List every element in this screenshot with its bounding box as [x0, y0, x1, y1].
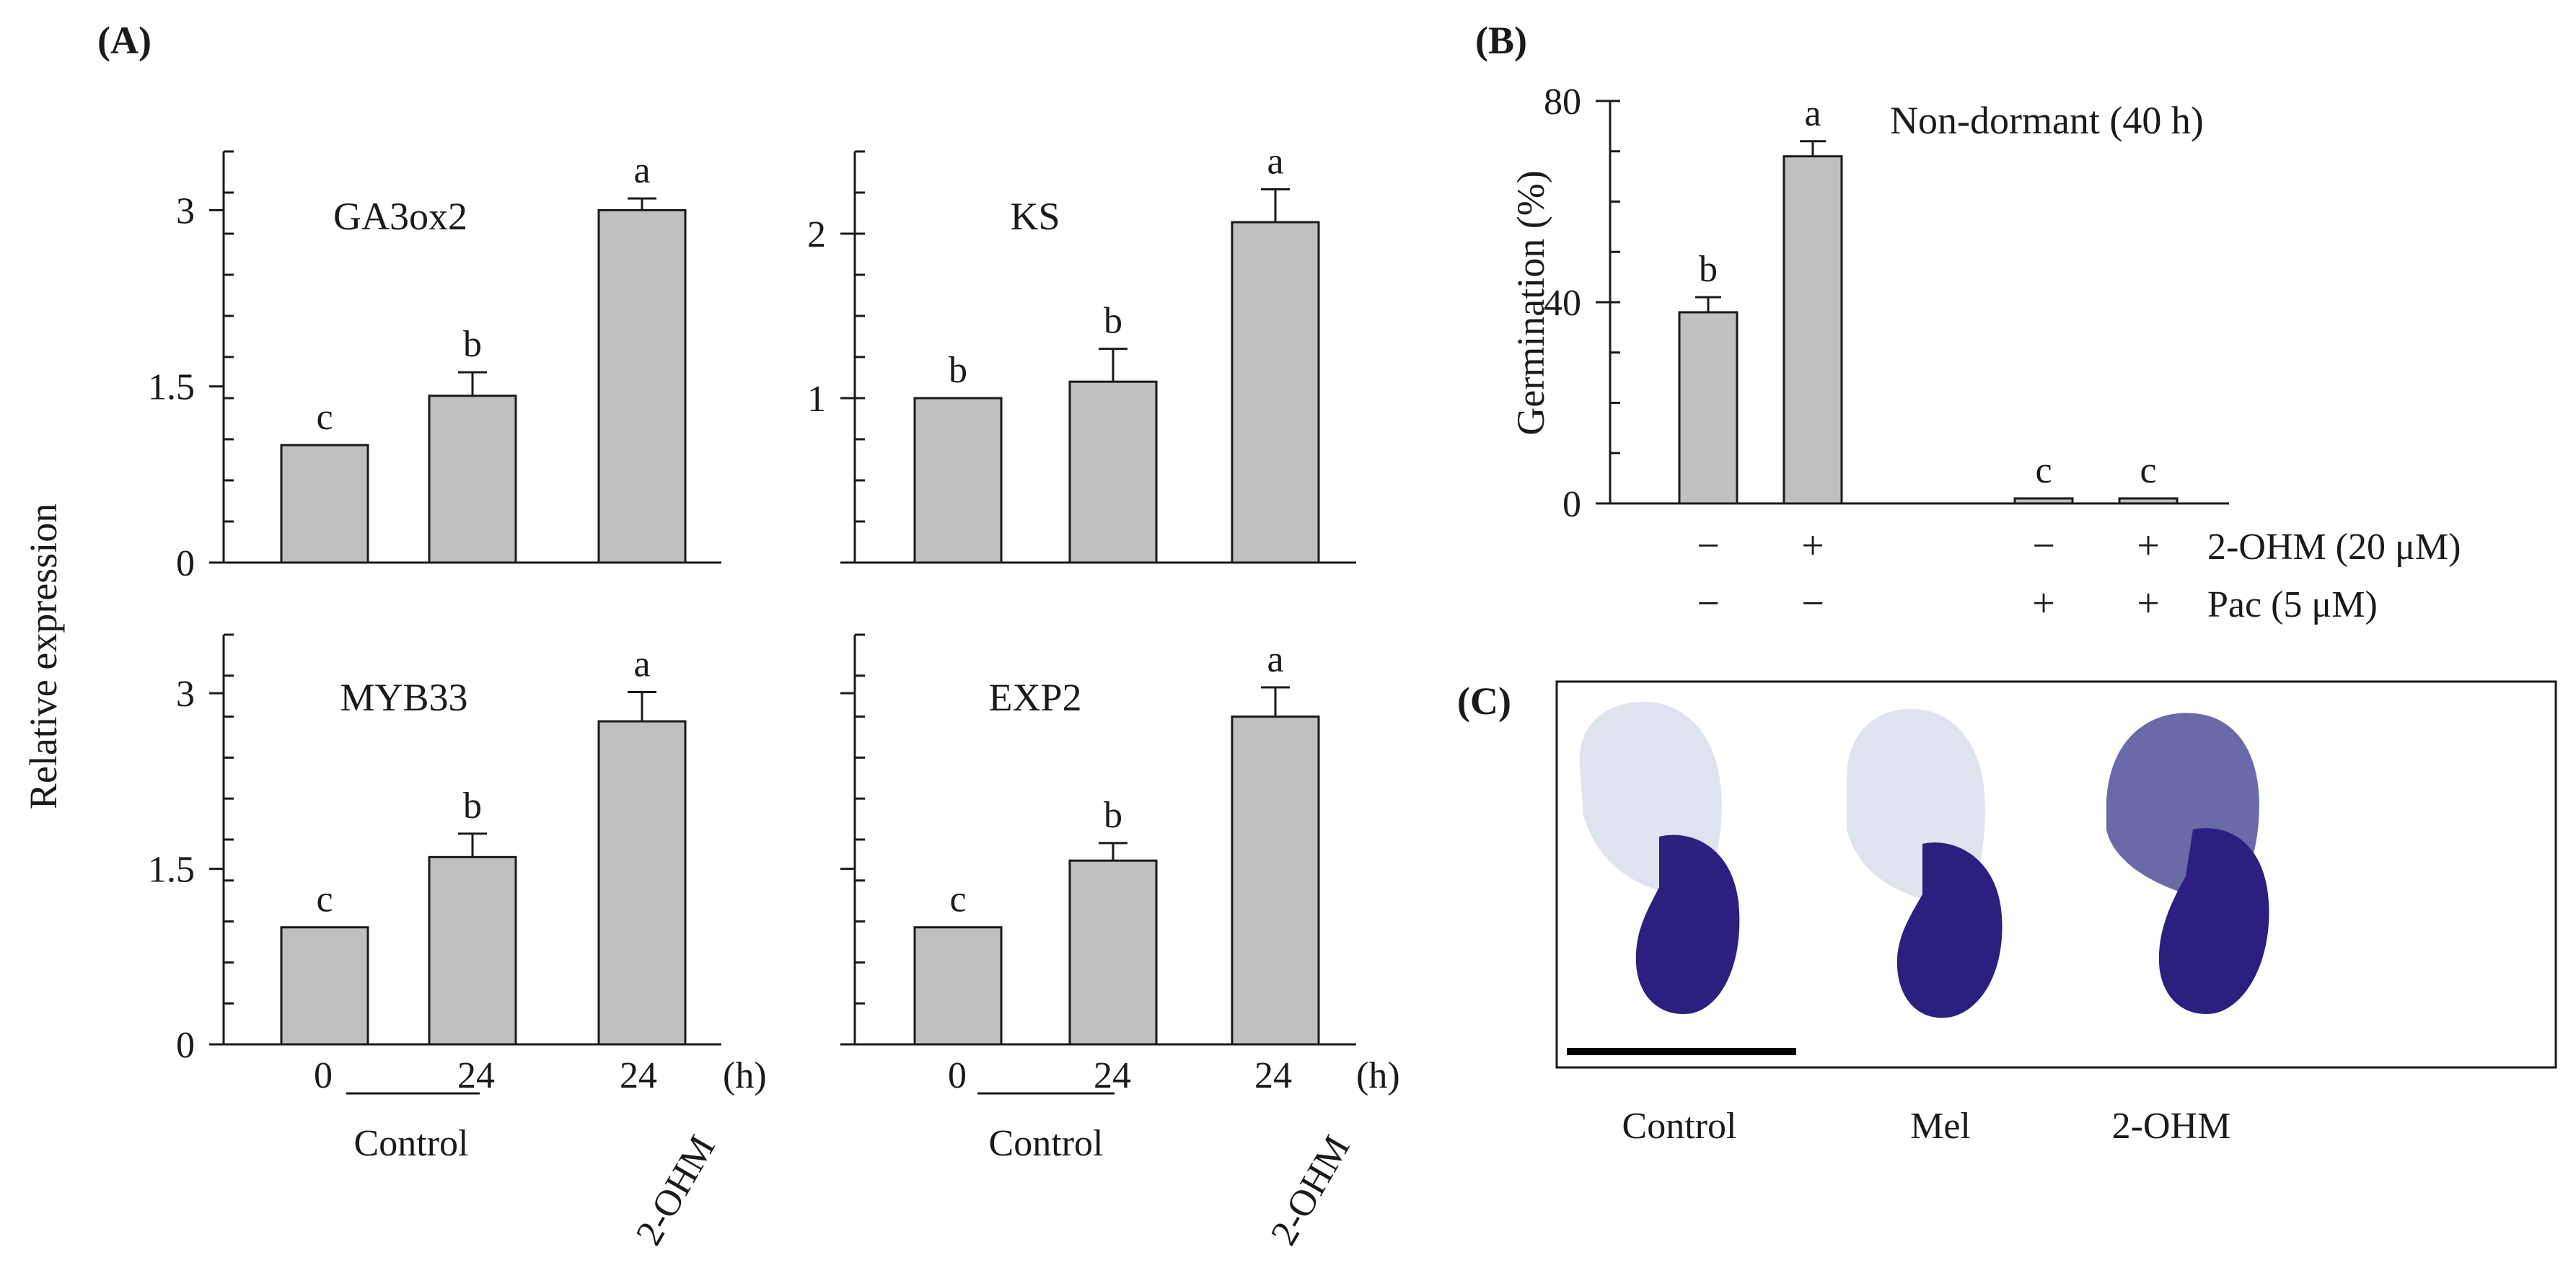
treatment-sign: −	[1697, 581, 1720, 626]
treatment-sign: +	[2137, 524, 2160, 568]
treatment-sign: +	[1801, 524, 1824, 568]
x-axis-labels-right: 0 24 24 (h) Control 2-OHM	[948, 1055, 1400, 1252]
bar	[428, 395, 517, 564]
radicle-stain	[2158, 828, 2269, 1014]
significance-letter: a	[1267, 141, 1283, 182]
seed-mel	[1847, 708, 2003, 1018]
photo-caption-control: Control	[1622, 1106, 1737, 1147]
y-tick-label: 40	[1544, 283, 1581, 324]
chart-exp2: EXP2 c b a	[840, 633, 1356, 1046]
treatment-sign: +	[2032, 581, 2055, 626]
significance-letter: b	[463, 785, 482, 827]
chart-ga3ox2: 0 1.5 3 GA3ox2 c b a	[148, 150, 721, 584]
x-tick-label: 24	[457, 1055, 495, 1096]
radicle-stain	[1896, 842, 2003, 1018]
bar	[1782, 155, 1843, 505]
significance-letter: c	[2140, 450, 2156, 491]
treatment-label: 2-OHM (20 μM)	[2207, 527, 2461, 568]
bar	[2013, 497, 2074, 505]
bar	[1068, 380, 1158, 564]
x-tick-label: 0	[948, 1055, 967, 1096]
significance-letter: b	[1104, 301, 1122, 342]
significance-letter: a	[1804, 93, 1821, 134]
y-tick-label: 1.5	[148, 850, 195, 891]
x-tick-label: 24	[1254, 1055, 1292, 1096]
seed-2ohm	[2106, 713, 2269, 1014]
x-axis-labels-left: 0 24 24 (h) Control 2-OHM	[314, 1055, 767, 1252]
group-label-2ohm: 2-OHM	[628, 1129, 724, 1252]
y-axis-label: Germination (%)	[1509, 170, 1552, 435]
bar	[597, 720, 687, 1046]
x-tick-label: 24	[1094, 1055, 1131, 1096]
subplot-title: GA3ox2	[333, 195, 467, 238]
subplot-title: MYB33	[340, 676, 467, 719]
bar	[1678, 311, 1738, 505]
photo-caption-2ohm: 2-OHM	[2112, 1106, 2231, 1147]
y-tick-label: 3	[176, 674, 195, 715]
group-label-control: Control	[354, 1123, 469, 1164]
significance-letter: a	[633, 150, 650, 191]
bar	[597, 208, 687, 564]
significance-letter: b	[1699, 249, 1718, 290]
significance-letter: b	[463, 324, 482, 365]
treatment-sign: −	[2032, 524, 2055, 568]
y-tick-label: 2	[807, 214, 826, 255]
significance-letter: b	[1104, 795, 1122, 836]
group-label-2ohm: 2-OHM	[1263, 1129, 1358, 1252]
significance-letter: c	[316, 879, 333, 920]
subplot-title: EXP2	[988, 676, 1081, 719]
panel-label-c: (C)	[1457, 679, 1511, 723]
bar	[1231, 221, 1320, 564]
x-tick-label: 24	[620, 1055, 657, 1096]
treatment-sign: −	[1801, 581, 1824, 626]
hours-unit: (h)	[1356, 1055, 1400, 1096]
y-tick-label: 1.5	[148, 367, 195, 408]
significance-letter: c	[949, 879, 966, 920]
chart-myb33: 0 1.5 3 MYB33 c b a	[148, 633, 721, 1066]
bar	[1068, 859, 1158, 1046]
subplot-title: KS	[1010, 195, 1060, 238]
bar	[913, 397, 1003, 564]
bar	[2118, 497, 2179, 505]
bar	[428, 855, 517, 1046]
y-tick-label: 3	[176, 190, 195, 232]
significance-letter: b	[949, 350, 967, 391]
treatment-sign: +	[2137, 581, 2160, 626]
bar	[913, 926, 1003, 1046]
photo-caption-mel: Mel	[1910, 1106, 1971, 1147]
chart-ks: 1 2 KS b b a	[807, 141, 1356, 564]
panel-a-ylabel: Relative expression	[22, 503, 65, 809]
treatment-label: Pac (5 μM)	[2207, 584, 2378, 625]
significance-letter: c	[316, 397, 333, 438]
panel-label-a: (A)	[97, 19, 151, 62]
seed-stain-photo	[1555, 680, 2557, 1069]
panel-label-b: (B)	[1475, 19, 1527, 62]
y-tick-label: 0	[176, 1025, 195, 1066]
bar	[280, 926, 369, 1046]
y-tick-label: 0	[1562, 484, 1581, 525]
y-tick-label: 80	[1544, 82, 1581, 123]
significance-letter: a	[1267, 639, 1283, 680]
bar	[280, 444, 369, 564]
bar	[1231, 715, 1320, 1046]
chart-germination: 0 40 80 Germination (%) Non-dormant (40 h) b a…	[1509, 82, 2461, 626]
x-tick-label: 0	[314, 1055, 333, 1096]
significance-letter: a	[633, 644, 650, 685]
group-label-control: Control	[989, 1123, 1104, 1164]
hours-unit: (h)	[723, 1055, 767, 1096]
radicle-stain	[1635, 834, 1740, 1014]
y-tick-label: 1	[807, 379, 826, 420]
chart-title: Non-dormant (40 h)	[1890, 99, 2204, 142]
treatment-sign: −	[1697, 524, 1720, 568]
significance-letter: c	[2035, 450, 2052, 491]
y-tick-label: 0	[176, 543, 195, 584]
seed-control	[1579, 701, 1740, 1014]
